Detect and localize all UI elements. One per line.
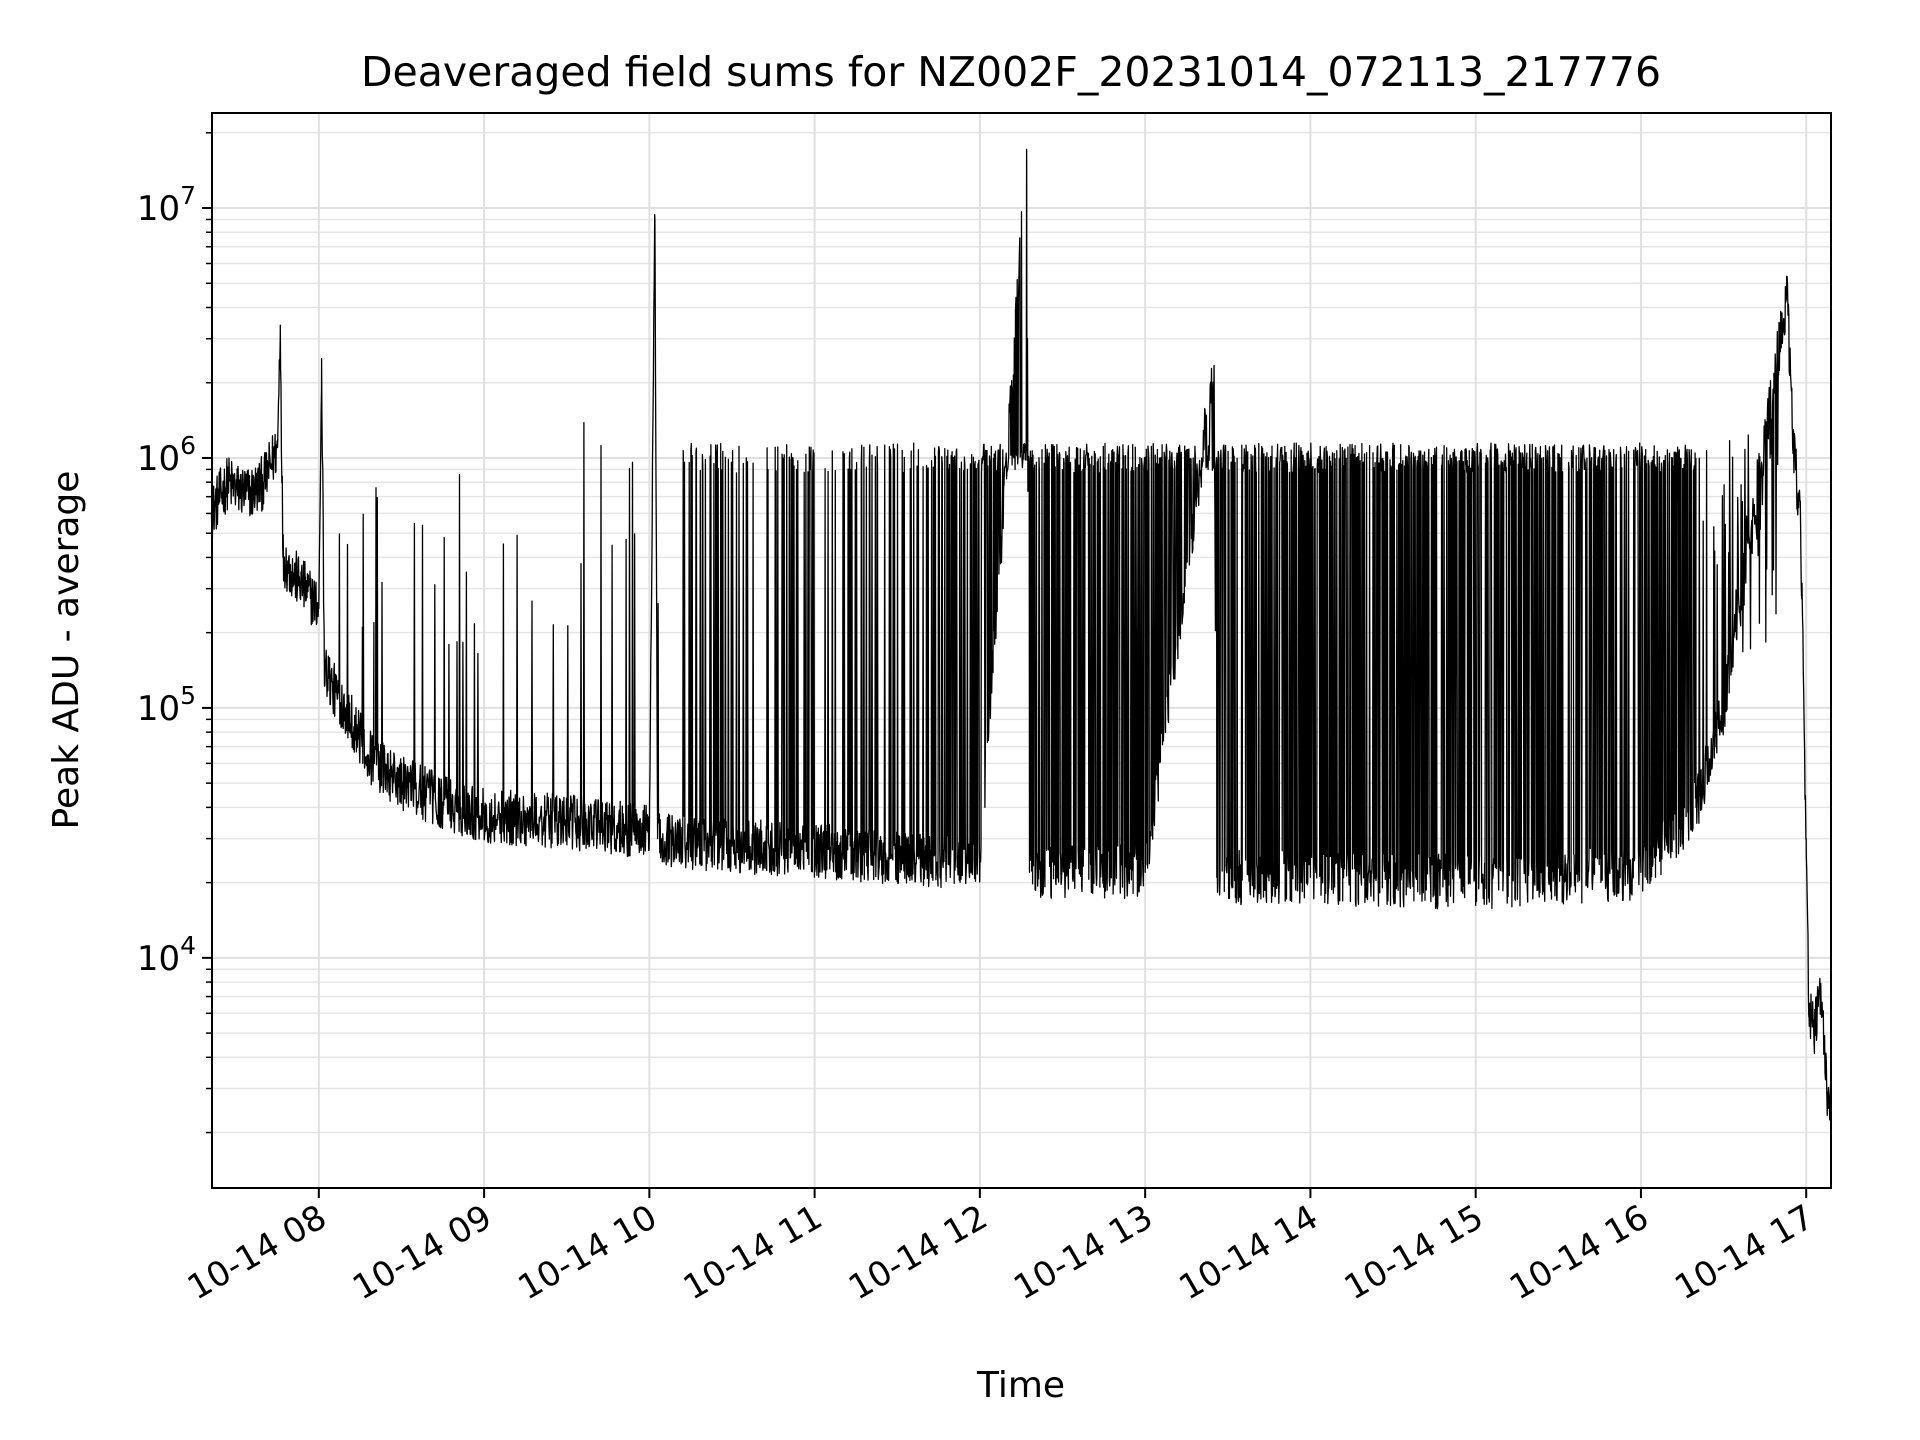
- y-tick-label: 104: [137, 931, 196, 979]
- series-line: [210, 148, 1832, 1121]
- y-tick-label: 106: [137, 431, 196, 479]
- data-area: [210, 148, 1832, 1121]
- y-tick-label: 105: [137, 681, 196, 729]
- x-axis-label: Time: [976, 1365, 1065, 1406]
- y-tick-label: 107: [137, 181, 196, 229]
- y-axis-label: Peak ADU - average: [46, 471, 87, 830]
- chart-title: Deaveraged field sums for NZ002F_2023101…: [361, 48, 1661, 96]
- plot-frame: [211, 112, 1832, 1189]
